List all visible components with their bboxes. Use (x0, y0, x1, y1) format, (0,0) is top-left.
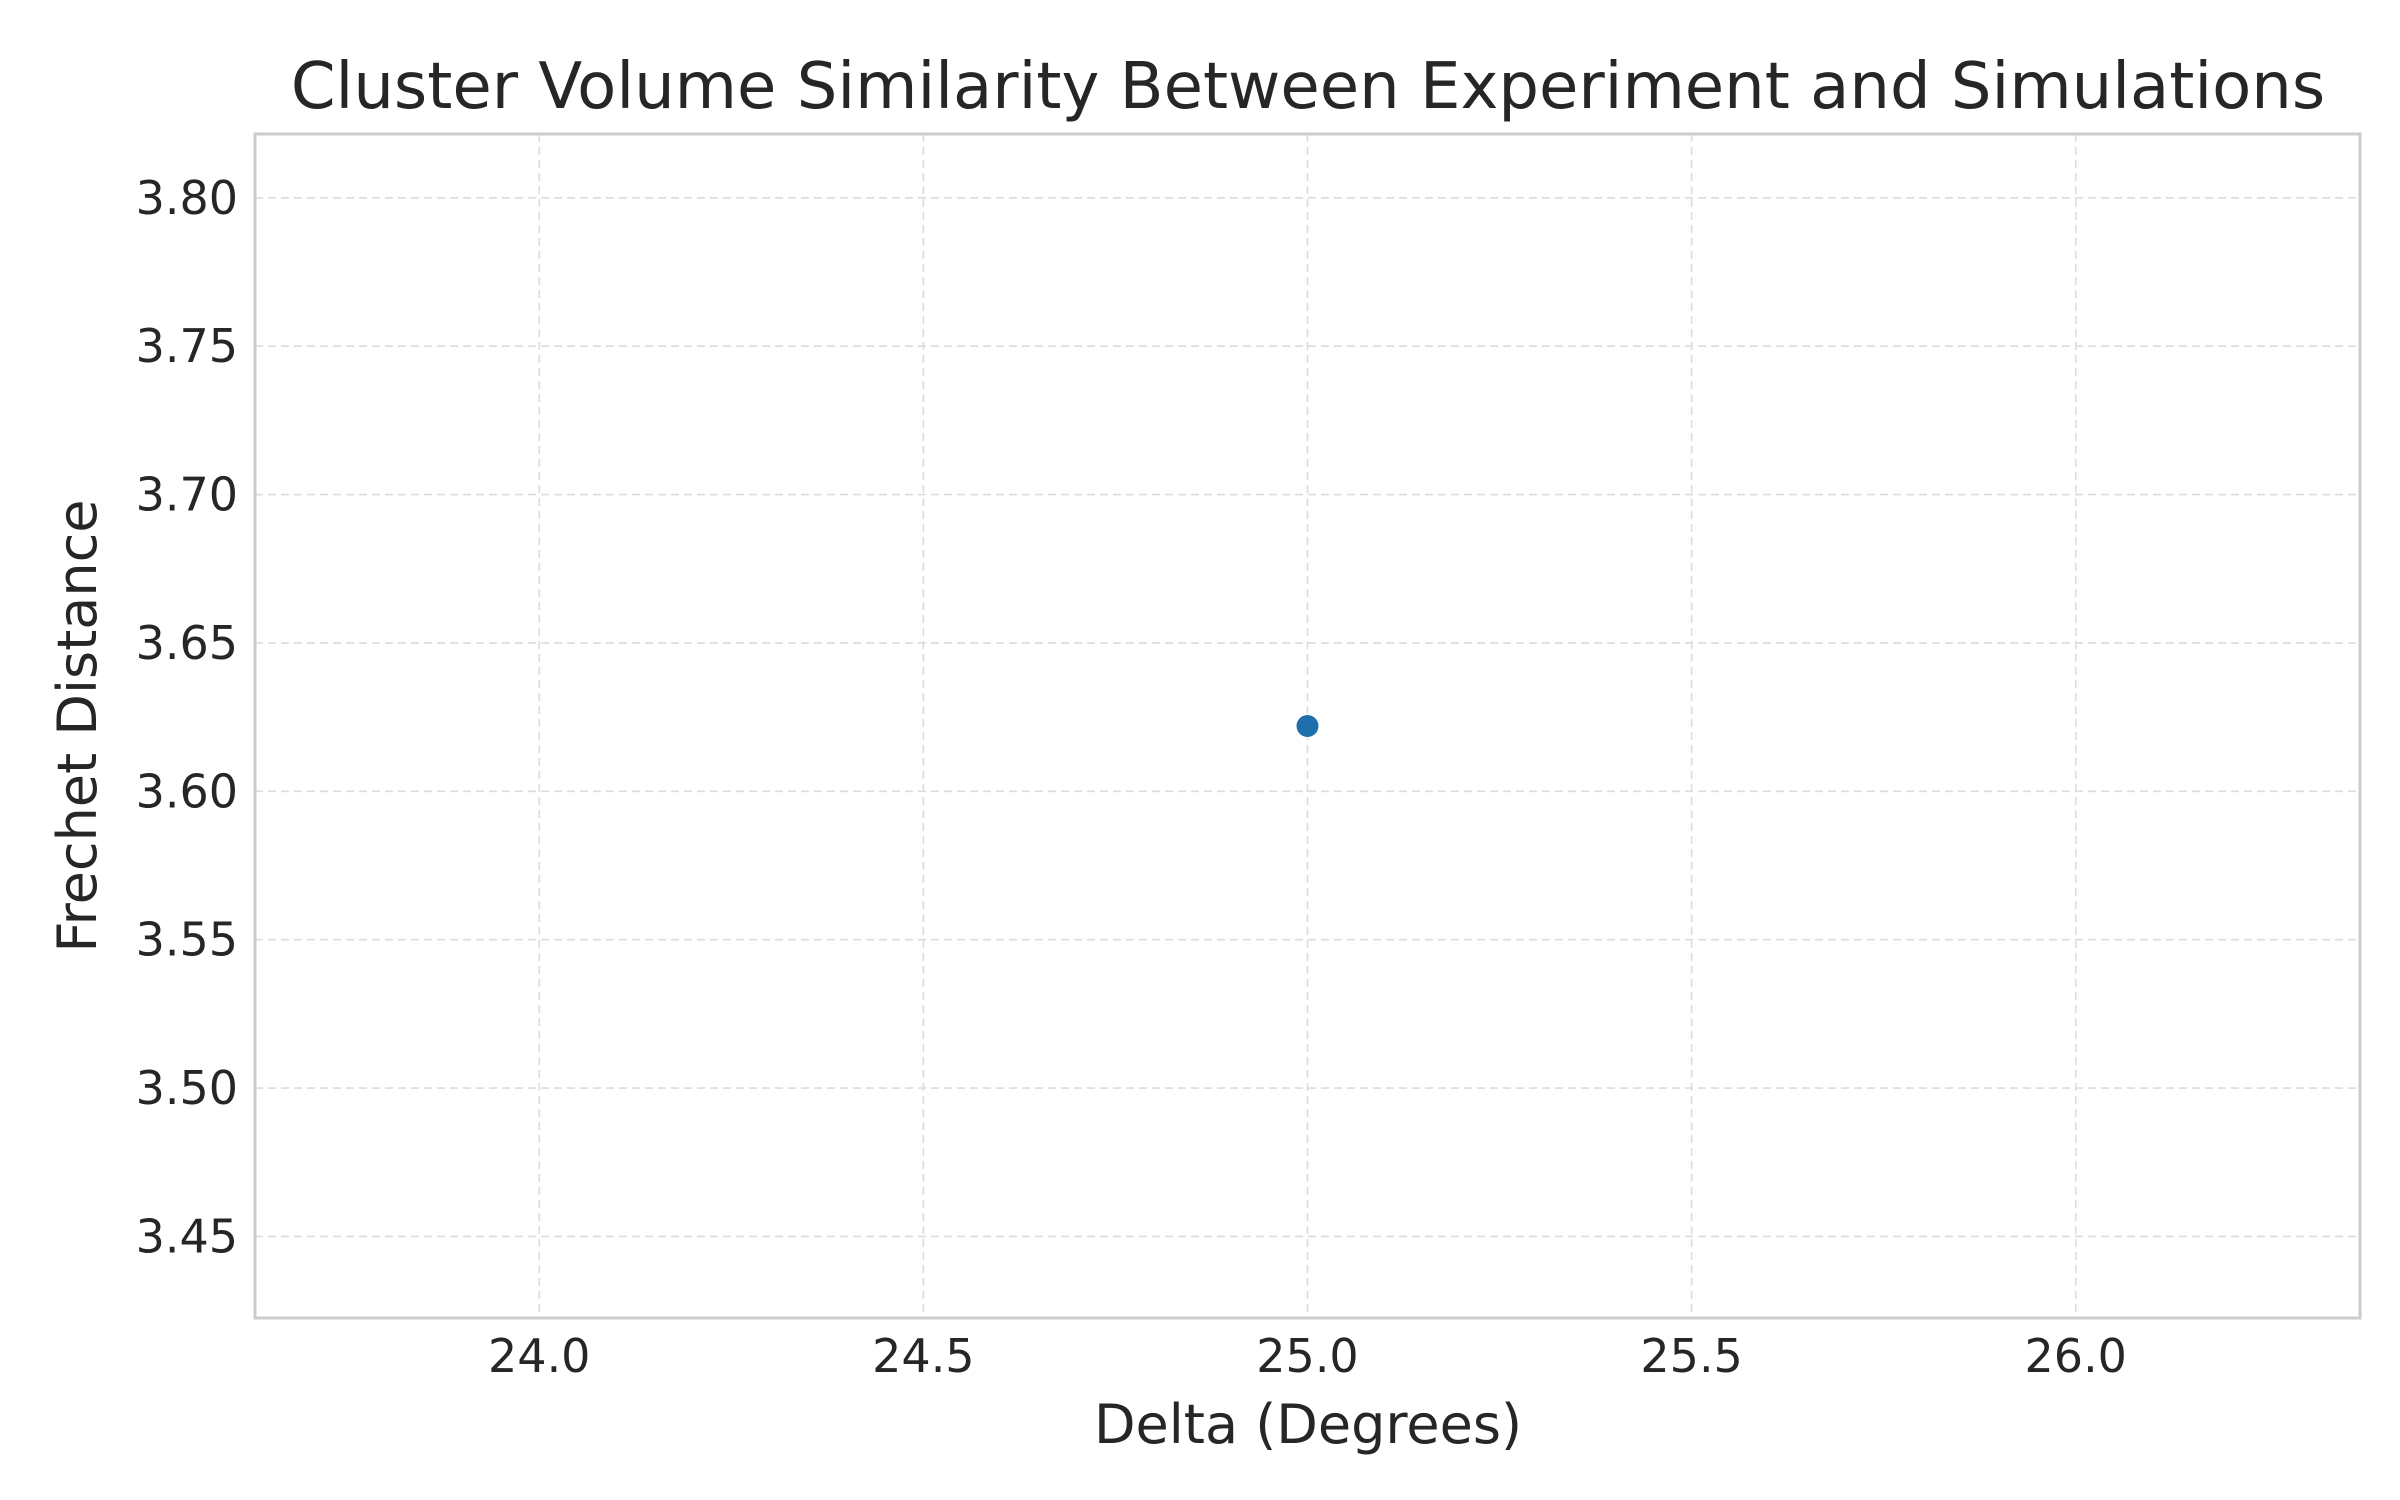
x-tick-label: 26.0 (2025, 1329, 2127, 1383)
x-tick-label: 25.5 (1640, 1329, 1742, 1383)
y-tick-label: 3.60 (136, 764, 238, 818)
y-tick-label: 3.75 (136, 319, 238, 373)
tick-layer: 24.0 24.5 25.0 25.5 26.0 3.45 3.50 3.55 3.60 3.65… (136, 171, 2127, 1383)
y-tick-label: 3.55 (136, 913, 238, 967)
y-tick-label: 3.45 (136, 1209, 238, 1263)
y-tick-label: 3.70 (136, 468, 238, 522)
y-tick-label: 3.50 (136, 1061, 238, 1115)
plot-frame (253, 132, 2362, 1320)
y-tick-label: 3.80 (136, 171, 238, 225)
x-tick-label: 24.0 (488, 1329, 590, 1383)
x-tick-label: 24.5 (872, 1329, 974, 1383)
y-tick-label: 3.65 (136, 616, 238, 670)
chart-title: Cluster Volume Similarity Between Experi… (291, 50, 2325, 124)
x-axis-label: Delta (Degrees) (1094, 1393, 1522, 1456)
data-point (1296, 715, 1319, 737)
x-tick-label: 25.0 (1256, 1329, 1358, 1383)
point-layer (1296, 715, 1319, 737)
y-axis-label: Frechet Distance (46, 500, 109, 953)
